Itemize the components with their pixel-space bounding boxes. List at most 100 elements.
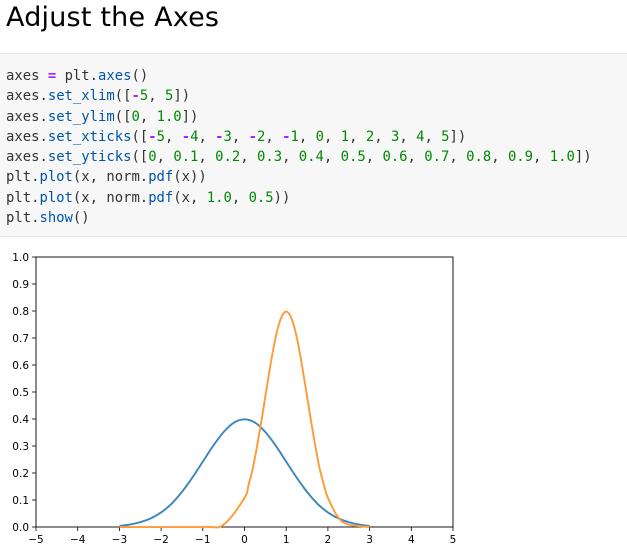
- code-line: axes.set_xticks([-5, -4, -3, -2, -1, 0, …: [6, 127, 592, 147]
- code-token: (): [72, 210, 90, 227]
- code-token: 0: [315, 128, 324, 145]
- code-token: (x, norm.: [72, 169, 149, 186]
- code-line: plt.plot(x, norm.pdf(x)): [6, 167, 592, 187]
- code-token: 1: [340, 128, 350, 145]
- code-token: 0.2: [215, 149, 241, 166]
- y-tick-label: 0.0: [12, 522, 29, 534]
- y-tick-label: 0.9: [12, 279, 29, 291]
- code-token: ,: [399, 128, 417, 145]
- code-token: 5: [164, 88, 174, 105]
- x-tick-label: 2: [325, 534, 332, 546]
- code-token: ,: [156, 149, 174, 166]
- code-line: axes.set_yticks([0, 0.1, 0.2, 0.3, 0.4, …: [6, 147, 592, 167]
- code-token: pdf: [148, 189, 174, 206]
- code-token: pdf: [148, 169, 174, 186]
- code-token: ,: [282, 149, 299, 166]
- code-token: ,: [164, 128, 182, 145]
- code-token: plt.: [6, 169, 40, 186]
- code-token: 0.4: [298, 149, 324, 166]
- standard-normal-pdf-line: [119, 418, 370, 527]
- x-tick-label: 4: [408, 534, 415, 546]
- code-token: 1: [290, 128, 299, 145]
- code-token: -: [215, 128, 224, 145]
- y-tick-label: 0.3: [12, 441, 29, 453]
- code-token: 1.0: [549, 149, 575, 166]
- y-tick-label: 0.7: [12, 333, 29, 345]
- code-line: plt.show(): [6, 208, 592, 228]
- code-block[interactable]: axes = plt.axes() axes.set_xlim([-5, 5]) a…: [6, 66, 592, 228]
- code-token: -: [148, 128, 157, 145]
- code-token: axes.: [6, 128, 48, 145]
- code-token: ([: [131, 128, 149, 145]
- code-token: ,: [349, 128, 366, 145]
- code-token: ,: [533, 149, 550, 166]
- y-tick-label: 0.8: [12, 306, 29, 318]
- code-token: 2: [257, 128, 266, 145]
- code-token: 0.3: [256, 149, 283, 166]
- code-token: ,: [231, 189, 249, 206]
- code-token: -: [248, 128, 258, 145]
- y-tick-label: 0.6: [12, 360, 29, 372]
- plot-frame: [35, 256, 454, 528]
- code-token: ]): [449, 128, 467, 145]
- code-token: 5: [139, 88, 149, 105]
- code-token: ,: [324, 128, 341, 145]
- y-tick-label: 0.5: [12, 387, 29, 399]
- code-token: (x, norm.: [72, 189, 149, 206]
- code-token: ,: [323, 149, 341, 166]
- code-line: plt.plot(x, norm.pdf(x, 1.0, 0.5)): [6, 188, 592, 208]
- code-token: ]): [574, 149, 592, 166]
- code-token: -: [131, 88, 140, 105]
- code-token: 0.6: [382, 149, 408, 166]
- x-tick-label: −1: [195, 534, 210, 546]
- code-line: axes.set_ylim([0, 1.0]): [6, 107, 592, 127]
- code-token: ,: [365, 149, 383, 166]
- y-tick-label: 0.1: [12, 495, 29, 507]
- code-token: ,: [198, 149, 216, 166]
- code-token: plot: [39, 189, 73, 206]
- y-tick-label: 0.4: [12, 414, 29, 426]
- code-token: 0.5: [248, 189, 274, 206]
- x-tick-label: −3: [112, 534, 127, 546]
- code-token: 1.0: [206, 189, 232, 206]
- code-token: ,: [407, 149, 425, 166]
- code-token: ,: [240, 149, 257, 166]
- code-token: 4: [190, 128, 199, 145]
- code-token: 5: [156, 128, 165, 145]
- code-token: ([: [114, 88, 132, 105]
- code-token: ,: [449, 149, 467, 166]
- normal-mu1-sigma05-pdf-line: [119, 310, 370, 529]
- code-token: 2: [365, 128, 375, 145]
- x-tick-label: −4: [70, 534, 86, 546]
- x-tick-label: 1: [283, 534, 290, 546]
- code-token: axes.: [6, 149, 48, 166]
- code-token: -: [282, 128, 291, 145]
- code-cell[interactable]: axes = plt.axes() axes.set_xlim([-5, 5]) a…: [0, 53, 627, 237]
- code-token: 0.7: [424, 149, 450, 166]
- code-token: set_yticks: [47, 149, 132, 166]
- code-token: axes: [98, 68, 132, 84]
- y-tick-label: 0.2: [12, 468, 29, 480]
- x-tick-label: 3: [366, 534, 373, 546]
- code-line: axes = plt.axes(): [6, 66, 592, 86]
- x-tick-label: 5: [450, 534, 457, 546]
- code-token: (x,: [173, 189, 207, 206]
- code-token: 0: [148, 149, 157, 166]
- code-token: axes.: [6, 108, 48, 125]
- code-token: ,: [148, 88, 165, 105]
- x-tick-label: 0: [241, 534, 248, 546]
- x-axis-ticks: −5 −4 −3 −2 −1 0 1 2 3 4 5: [28, 527, 456, 546]
- code-token: plot: [39, 169, 73, 186]
- cell-heading: Adjust the Axes: [6, 2, 220, 33]
- plot-output: −5 −4 −3 −2 −1 0 1 2 3 4 5 0.00.10.20.30.40.50.60.…: [12, 252, 456, 546]
- code-token: 3: [390, 128, 400, 145]
- code-line: axes.set_xlim([-5, 5]): [6, 86, 592, 106]
- code-token: 3: [223, 128, 232, 145]
- y-tick-label: 1.0: [12, 252, 29, 264]
- code-token: 0.9: [507, 149, 534, 166]
- code-token: axes: [6, 68, 48, 84]
- code-token: -: [181, 128, 191, 145]
- code-token: ,: [265, 128, 283, 145]
- code-token: show: [39, 210, 73, 227]
- code-token: ]): [173, 88, 191, 105]
